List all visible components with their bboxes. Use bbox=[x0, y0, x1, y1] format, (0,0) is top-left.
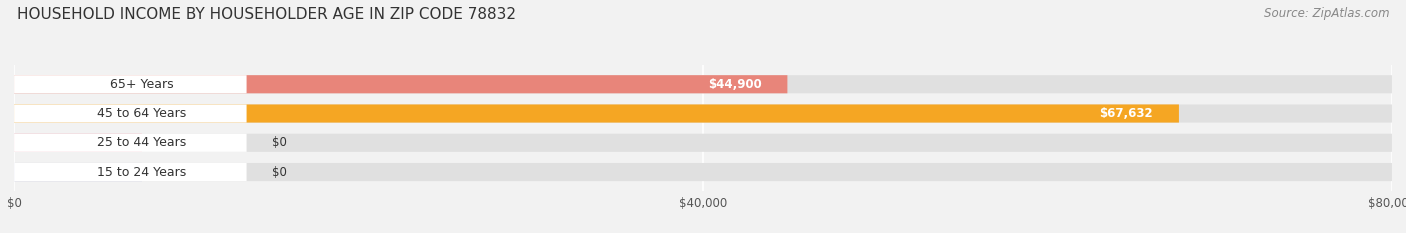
Text: Source: ZipAtlas.com: Source: ZipAtlas.com bbox=[1264, 7, 1389, 20]
FancyBboxPatch shape bbox=[14, 163, 246, 181]
Text: $0: $0 bbox=[273, 165, 287, 178]
FancyBboxPatch shape bbox=[14, 75, 246, 93]
Text: $67,632: $67,632 bbox=[1099, 107, 1153, 120]
FancyBboxPatch shape bbox=[14, 163, 142, 181]
FancyBboxPatch shape bbox=[14, 134, 1392, 152]
Text: 45 to 64 Years: 45 to 64 Years bbox=[97, 107, 187, 120]
Text: 15 to 24 Years: 15 to 24 Years bbox=[97, 165, 187, 178]
FancyBboxPatch shape bbox=[14, 134, 246, 152]
Text: 25 to 44 Years: 25 to 44 Years bbox=[97, 136, 187, 149]
Text: 65+ Years: 65+ Years bbox=[110, 78, 174, 91]
FancyBboxPatch shape bbox=[14, 75, 787, 93]
FancyBboxPatch shape bbox=[14, 163, 1392, 181]
FancyBboxPatch shape bbox=[14, 134, 142, 152]
FancyBboxPatch shape bbox=[14, 104, 246, 123]
Text: HOUSEHOLD INCOME BY HOUSEHOLDER AGE IN ZIP CODE 78832: HOUSEHOLD INCOME BY HOUSEHOLDER AGE IN Z… bbox=[17, 7, 516, 22]
Text: $0: $0 bbox=[273, 136, 287, 149]
Text: $44,900: $44,900 bbox=[707, 78, 762, 91]
FancyBboxPatch shape bbox=[14, 75, 1392, 93]
FancyBboxPatch shape bbox=[14, 104, 1178, 123]
FancyBboxPatch shape bbox=[14, 104, 1392, 123]
